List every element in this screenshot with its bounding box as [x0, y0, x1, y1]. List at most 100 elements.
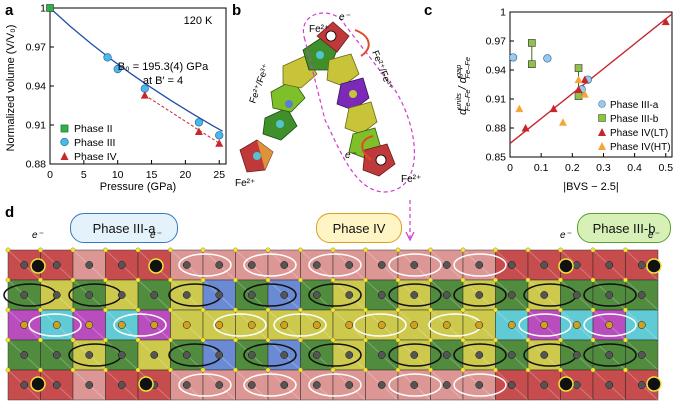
y-ticks-c: 1 0.97 0.94 0.91 0.88 0.85 — [486, 7, 514, 164]
o-atom — [168, 247, 173, 253]
electron-marker — [646, 258, 662, 274]
o-atom — [135, 337, 141, 343]
bond-ellipse — [453, 253, 507, 277]
o-atom — [168, 277, 173, 283]
fe-atom — [85, 261, 94, 269]
o-atom — [168, 367, 173, 373]
electron-marker — [148, 258, 164, 274]
o-atom — [493, 307, 498, 313]
o-atom — [493, 337, 498, 343]
o-atom — [460, 337, 466, 343]
fit-curve-a — [49, 7, 223, 132]
electron-markers: e⁻e⁻e⁻e⁻e⁻e⁻e⁻e⁻ — [30, 230, 662, 407]
fe-atom — [637, 321, 646, 329]
o-atom — [135, 307, 141, 313]
o-atom — [428, 247, 433, 253]
fe-atom — [280, 261, 289, 269]
o-atom — [558, 277, 563, 283]
o-atom — [70, 277, 76, 283]
lattice-atoms — [5, 247, 646, 389]
data-point-phase-iii-b — [528, 39, 536, 47]
y-tick-label-c: 0.85 — [486, 152, 507, 164]
x-ticks-a: 0 5 10 15 20 25 — [47, 160, 225, 181]
electron-label-bottom: e⁻ — [345, 150, 357, 161]
bulk-modulus-label: B₀ = 195.3(4) GPa — [118, 61, 209, 73]
bond-ellipse — [113, 313, 167, 337]
bond-ellipse — [243, 343, 297, 367]
data-point-phase-ii — [46, 4, 54, 12]
y-tick-label-a: 0.91 — [26, 120, 47, 132]
bond-ellipse — [178, 253, 232, 277]
o-atom — [590, 337, 596, 343]
x-tick-label-c: 0.2 — [565, 162, 580, 174]
legend-label-iii-b: Phase III-b — [610, 114, 659, 125]
fe-atom — [85, 321, 94, 329]
fe-atom — [540, 321, 549, 329]
fe-atom — [345, 381, 354, 389]
bond-ellipse — [388, 343, 442, 367]
o-atom — [5, 277, 11, 283]
fe-atom — [117, 261, 126, 269]
data-point-phase-iv-lt- — [549, 104, 558, 113]
structure-panel-b: Fe²⁺ e⁻ Fe²⁺/Fe³⁺ Fe²⁺/Fe³⁺ Fe²⁺ e⁻ Fe²⁺ — [235, 12, 421, 193]
o-atom — [103, 337, 108, 343]
electron-label: e⁻ — [560, 230, 572, 241]
o-atom — [70, 367, 76, 373]
fe-atom — [312, 291, 321, 299]
legend-marker-phase-iii — [60, 137, 69, 147]
fe-atom — [280, 381, 289, 389]
fe-atom — [280, 291, 289, 299]
fe-atom — [572, 321, 581, 329]
fe-atom — [247, 351, 256, 359]
x-axis-label-c: |BVS − 2.5| — [563, 181, 619, 193]
o-atom — [363, 307, 368, 313]
o-atom — [135, 277, 141, 283]
fe-atom — [605, 351, 614, 359]
o-atom — [330, 277, 336, 283]
y-axis-label-a: Normalized volume (V/V₀) — [5, 25, 17, 152]
o-atom — [525, 277, 531, 283]
bond-ellipse — [388, 283, 442, 307]
fe2-top-label: Fe²⁺ — [309, 24, 329, 35]
bond-ellipse — [28, 313, 82, 337]
o-atom — [298, 337, 303, 343]
y-tick-label-c: 0.88 — [486, 123, 507, 135]
o-atom — [525, 367, 531, 373]
dashed-loop-b — [302, 12, 415, 193]
fe-atom — [117, 291, 126, 299]
fe-atom — [52, 351, 61, 359]
fe-atom — [605, 321, 614, 329]
fe-atom — [182, 351, 191, 359]
fe-atom — [475, 321, 484, 329]
fe-atom — [572, 261, 581, 269]
bond-ellipse — [583, 313, 637, 337]
fe-atom — [410, 291, 419, 299]
o-atom — [428, 277, 433, 283]
temp-label: 120 K — [184, 15, 213, 27]
x-tick-label-a: 10 — [112, 169, 124, 181]
plot-frame-c — [509, 11, 673, 158]
o-atom — [330, 247, 336, 253]
x-axis-label-a: Pressure (GPa) — [100, 181, 176, 193]
fe-atom — [150, 291, 159, 299]
fe-atom — [247, 321, 256, 329]
fe-atom — [507, 321, 516, 329]
fe-atom — [475, 381, 484, 389]
o-atom — [525, 337, 531, 343]
bond-ellipse — [583, 283, 637, 307]
legend-marker-phase-ii — [60, 124, 69, 133]
o-atom — [298, 247, 303, 253]
chart-a: 1 0.97 0.94 0.91 0.88 0 5 10 15 20 25 120 K B₀ = … — [5, 3, 227, 193]
o-atom — [590, 277, 596, 283]
fe-atom — [247, 261, 256, 269]
electron-label: e⁻ — [32, 230, 44, 241]
fe-atom — [475, 261, 484, 269]
svg-text:dunitsFe–Fe/ dgapFe–Fe: dunitsFe–Fe/ dgapFe–Fe — [454, 57, 472, 115]
electron-marker — [558, 376, 574, 392]
o-atom — [38, 367, 43, 373]
legend-label-iv-lt: Phase IV(LT) — [610, 128, 668, 139]
x-tick-label-c: 0.3 — [596, 162, 611, 174]
fe-atom — [117, 351, 126, 359]
o-atom — [135, 367, 141, 373]
